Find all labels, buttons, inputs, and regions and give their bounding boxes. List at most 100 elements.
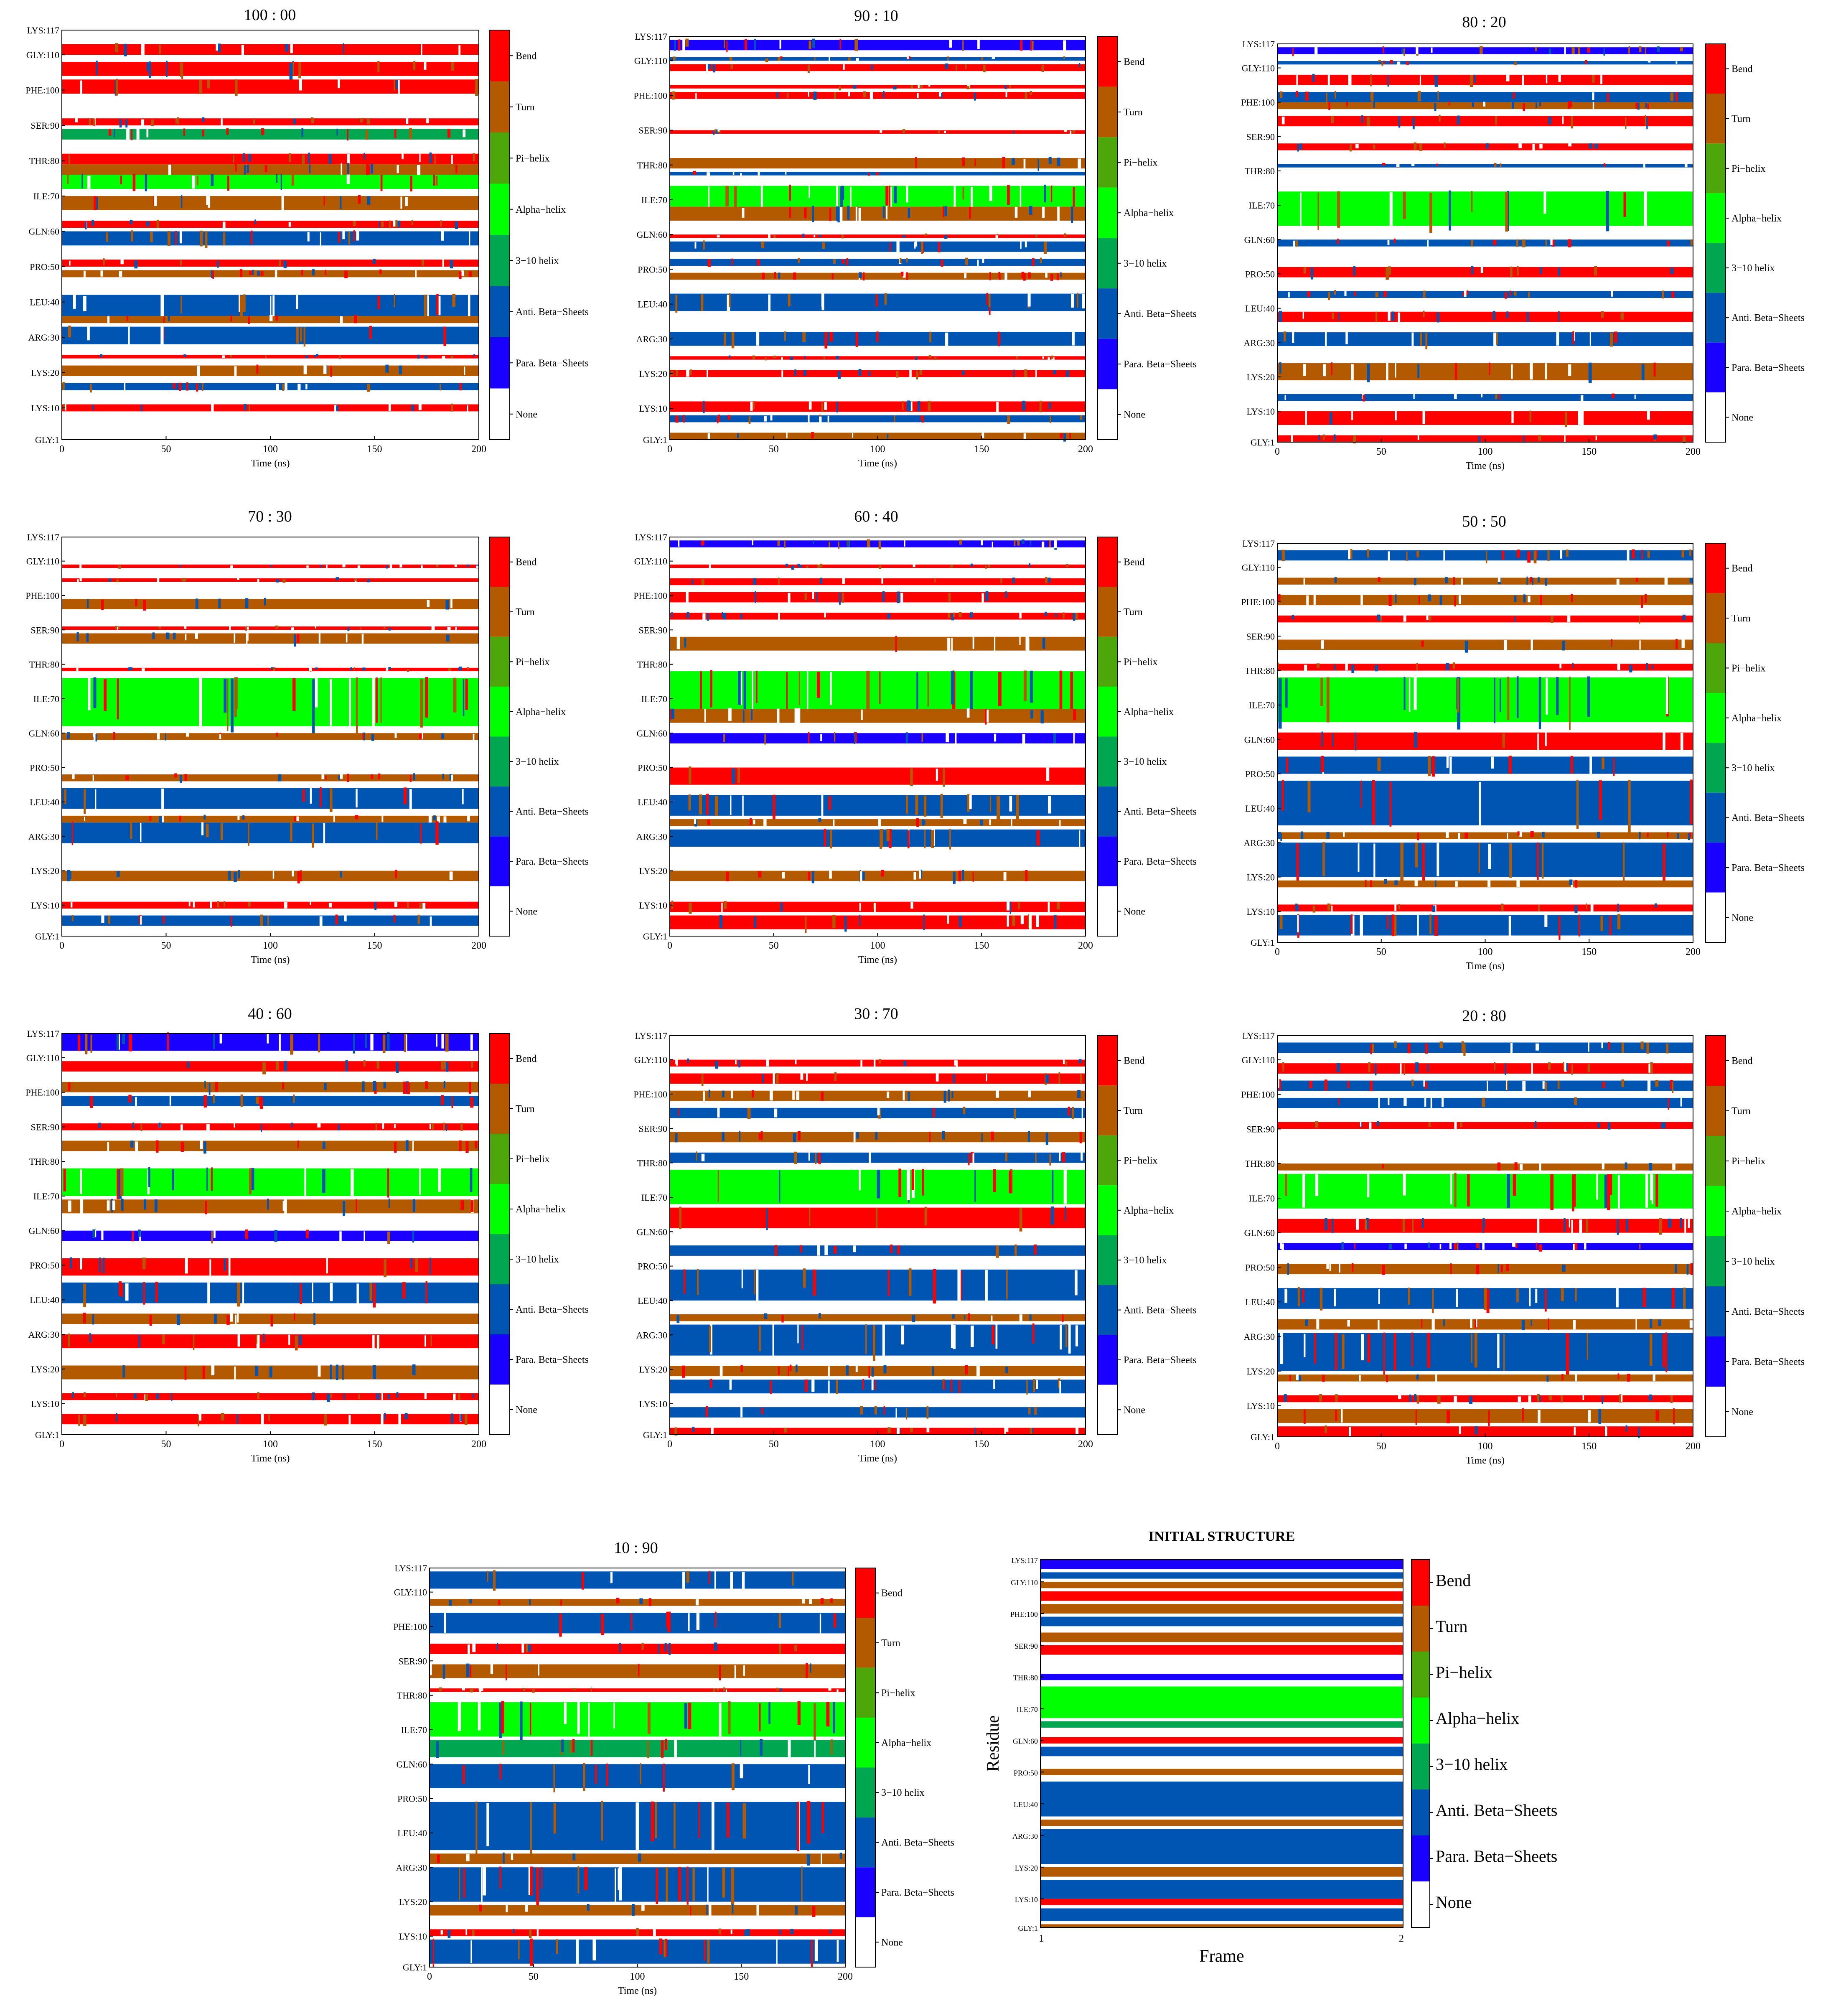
y-tick-label: GLY:110 — [1242, 563, 1275, 573]
y-tick-label: LYS:117 — [394, 1563, 427, 1573]
ss-fluctuation — [1434, 916, 1438, 936]
ss-fluctuation — [173, 383, 175, 389]
ss-fluctuation — [346, 634, 348, 643]
ss-fluctuation — [910, 402, 913, 411]
ss-fluctuation — [1571, 116, 1573, 129]
ss-fluctuation — [1446, 756, 1449, 768]
ss-fluctuation — [296, 816, 299, 821]
ss-fluctuation — [1517, 831, 1520, 836]
ss-fluctuation — [400, 196, 402, 209]
ss-fluctuation — [709, 1571, 710, 1584]
ss-fluctuation — [1449, 756, 1452, 774]
ss-band-bend — [1040, 1591, 1403, 1601]
ss-fluctuation — [899, 258, 902, 264]
ss-fluctuation — [64, 789, 66, 804]
ss-fluctuation — [387, 1394, 390, 1399]
ss-fluctuation — [1071, 1107, 1074, 1119]
ss-fluctuation — [702, 613, 706, 621]
ss-fluctuation — [773, 235, 776, 238]
legend-label: 3−10 helix — [1731, 763, 1775, 774]
ss-fluctuation — [420, 823, 422, 844]
y-tick-label: GLY:1 — [35, 435, 59, 445]
ss-fluctuation — [753, 820, 755, 825]
ss-fluctuation — [487, 1571, 488, 1582]
ss-fluctuation — [1641, 550, 1643, 560]
ss-band-turn — [1040, 1632, 1403, 1642]
ss-fluctuation — [383, 627, 386, 629]
ss-fluctuation — [1528, 1395, 1531, 1403]
ss-fluctuation — [468, 271, 472, 277]
ss-fluctuation — [787, 93, 789, 98]
ss-band-bend — [1277, 1063, 1693, 1074]
chart-title: 80 : 20 — [1462, 13, 1506, 31]
ss-fluctuation — [84, 789, 86, 814]
ss-fluctuation — [319, 916, 323, 929]
ss-fluctuation — [697, 1269, 699, 1296]
ss-fluctuation — [1607, 1174, 1610, 1211]
ss-fluctuation — [956, 65, 957, 71]
ss-fluctuation — [228, 1257, 231, 1277]
ss-fluctuation — [703, 240, 705, 250]
ss-fluctuation — [743, 1665, 745, 1676]
ss-fluctuation — [1424, 1097, 1426, 1107]
ss-fluctuation — [1350, 914, 1353, 934]
ss-fluctuation — [1051, 357, 1055, 361]
ss-fluctuation — [129, 1034, 132, 1051]
ss-fluctuation — [1476, 1243, 1480, 1249]
ss-fluctuation — [958, 915, 962, 927]
ss-fluctuation — [1064, 233, 1067, 237]
ss-fluctuation — [1538, 1410, 1541, 1426]
ss-fluctuation — [912, 1315, 915, 1322]
legend-swatch-anti-beta-sheets — [855, 1817, 875, 1868]
ss-fluctuation — [183, 354, 186, 357]
ss-fluctuation — [1667, 240, 1670, 247]
ss-fluctuation — [1387, 240, 1390, 245]
ss-fluctuation — [230, 315, 232, 322]
ss-fluctuation — [933, 1107, 935, 1118]
ss-fluctuation — [1075, 1427, 1079, 1436]
ss-fluctuation — [1312, 906, 1315, 913]
ss-fluctuation — [248, 901, 251, 907]
ss-fluctuation — [985, 1270, 988, 1306]
ss-fluctuation — [1482, 1097, 1485, 1107]
y-tick-label: LEU:40 — [1245, 803, 1275, 814]
ss-fluctuation — [836, 1689, 839, 1693]
ss-fluctuation — [140, 404, 142, 412]
legend-label: 3−10 helix — [516, 756, 559, 767]
x-axis-label: Time (ns) — [251, 955, 290, 965]
ss-fluctuation — [125, 775, 129, 781]
ss-fluctuation — [394, 902, 398, 907]
ss-fluctuation — [1378, 1289, 1380, 1305]
ss-fluctuation — [1530, 831, 1534, 837]
ss-fluctuation — [1447, 1410, 1450, 1423]
ss-fluctuation — [703, 400, 705, 413]
ss-fluctuation — [1020, 40, 1023, 51]
ss-fluctuation — [260, 914, 263, 926]
ss-fluctuation — [1406, 61, 1409, 65]
ss-fluctuation — [974, 158, 976, 166]
ss-fluctuation — [842, 593, 844, 603]
ss-fluctuation — [340, 774, 343, 779]
ss-band-bend — [670, 564, 1086, 568]
ss-fluctuation — [259, 1095, 261, 1106]
ss-fluctuation — [480, 1687, 483, 1691]
ss-fluctuation — [1545, 731, 1547, 746]
ss-fluctuation — [1454, 1396, 1457, 1405]
ss-band-bend — [670, 901, 1086, 912]
ss-fluctuation — [425, 1281, 427, 1303]
ss-fluctuation — [67, 732, 70, 739]
ss-fluctuation — [421, 44, 422, 56]
ss-fluctuation — [1428, 594, 1431, 601]
ss-fluctuation — [428, 815, 432, 823]
ss-fluctuation — [1299, 143, 1302, 150]
ss-fluctuation — [1499, 394, 1500, 400]
ss-fluctuation — [1284, 1288, 1288, 1303]
ss-fluctuation — [243, 294, 246, 312]
ss-fluctuation — [335, 914, 338, 925]
ss-fluctuation — [595, 1765, 597, 1784]
ss-fluctuation — [251, 230, 253, 245]
ss-fluctuation — [403, 1082, 407, 1094]
ss-fluctuation — [1478, 843, 1480, 873]
legend-label: None — [1731, 912, 1753, 923]
ss-fluctuation — [186, 732, 189, 737]
